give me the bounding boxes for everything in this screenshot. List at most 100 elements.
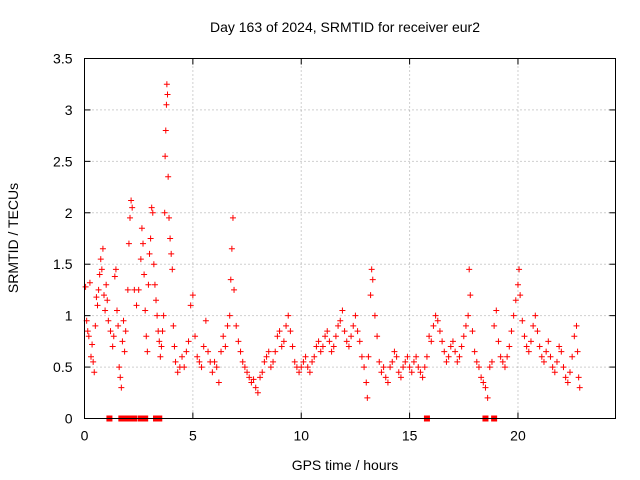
data-point [252, 384, 259, 391]
data-point [82, 283, 89, 290]
data-point [562, 374, 569, 381]
data-point [115, 322, 122, 329]
data-point [231, 286, 238, 293]
data-point [348, 333, 355, 340]
data-point [452, 348, 459, 355]
data-point [380, 364, 387, 371]
data-point [560, 364, 567, 371]
data-point [283, 322, 290, 329]
data-point [248, 379, 255, 386]
data-point [93, 294, 100, 301]
data-point [423, 353, 430, 360]
data-point [486, 364, 493, 371]
data-point [118, 384, 125, 391]
data-point [428, 338, 435, 345]
data-point [133, 302, 140, 309]
data-point [112, 266, 119, 273]
data-point [365, 353, 372, 360]
data-point [235, 338, 242, 345]
data-point [309, 358, 316, 365]
data-point [313, 343, 320, 350]
data-point [227, 276, 234, 283]
data-point [491, 322, 498, 329]
y-tick-label: 1.5 [53, 256, 73, 272]
data-point [443, 358, 450, 365]
data-point [458, 343, 465, 350]
data-point [194, 353, 201, 360]
x-tick-label: 20 [510, 428, 526, 444]
data-point [341, 328, 348, 335]
data-point [185, 338, 192, 345]
y-tick-label: 3.5 [53, 51, 73, 67]
data-point [142, 307, 149, 314]
data-point [343, 338, 350, 345]
data-point [183, 348, 190, 355]
data-point [393, 353, 400, 360]
data-point [374, 333, 381, 340]
data-point [153, 297, 160, 304]
data-point [371, 312, 378, 319]
data-point [501, 364, 508, 371]
data-point [202, 317, 209, 324]
y-tick-label: 0 [65, 411, 73, 427]
data-point [538, 353, 545, 360]
data-point [523, 343, 530, 350]
data-point [311, 353, 318, 360]
data-point [179, 353, 186, 360]
data-point [140, 240, 147, 247]
data-point [439, 338, 446, 345]
data-point [141, 271, 148, 278]
data-point [484, 394, 491, 401]
data-point [263, 353, 270, 360]
data-point [125, 240, 132, 247]
chart-title: Day 163 of 2024, SRMTID for receiver eur… [210, 19, 480, 35]
data-point [571, 333, 578, 340]
data-point [170, 322, 177, 329]
data-point [89, 341, 96, 348]
x-tick-label: 15 [402, 428, 418, 444]
data-point [298, 364, 305, 371]
data-point [319, 343, 326, 350]
data-point [146, 250, 153, 257]
data-point [270, 358, 277, 365]
data-point [250, 376, 257, 383]
data-point [434, 317, 441, 324]
data-point [172, 358, 179, 365]
data-point [413, 353, 420, 360]
data-point [107, 328, 114, 335]
data-point [110, 333, 117, 340]
data-point [189, 292, 196, 299]
data-point [575, 374, 582, 381]
data-point [510, 312, 517, 319]
data-point [469, 328, 476, 335]
data-point [462, 322, 469, 329]
data-point [504, 353, 511, 360]
x-tick-label: 5 [189, 428, 197, 444]
data-point [127, 214, 134, 221]
data-point [102, 307, 109, 314]
data-point [376, 358, 383, 365]
data-point [200, 343, 207, 350]
data-point [94, 302, 101, 309]
data-point [149, 209, 156, 216]
data-point [218, 348, 225, 355]
data-point [145, 281, 152, 288]
data-point [92, 322, 99, 329]
data-point [330, 343, 337, 350]
data-point [124, 286, 131, 293]
data-point [135, 286, 142, 293]
data-point [220, 333, 227, 340]
data-point [389, 358, 396, 365]
data-point [192, 333, 199, 340]
data-point [143, 333, 150, 340]
data-point [167, 235, 174, 242]
data-point [138, 225, 145, 232]
data-point [280, 338, 287, 345]
data-point [326, 338, 333, 345]
data-point [447, 343, 454, 350]
data-point [556, 343, 563, 350]
data-point [387, 364, 394, 371]
data-point [436, 328, 443, 335]
data-point [85, 333, 92, 340]
data-point [164, 91, 171, 98]
